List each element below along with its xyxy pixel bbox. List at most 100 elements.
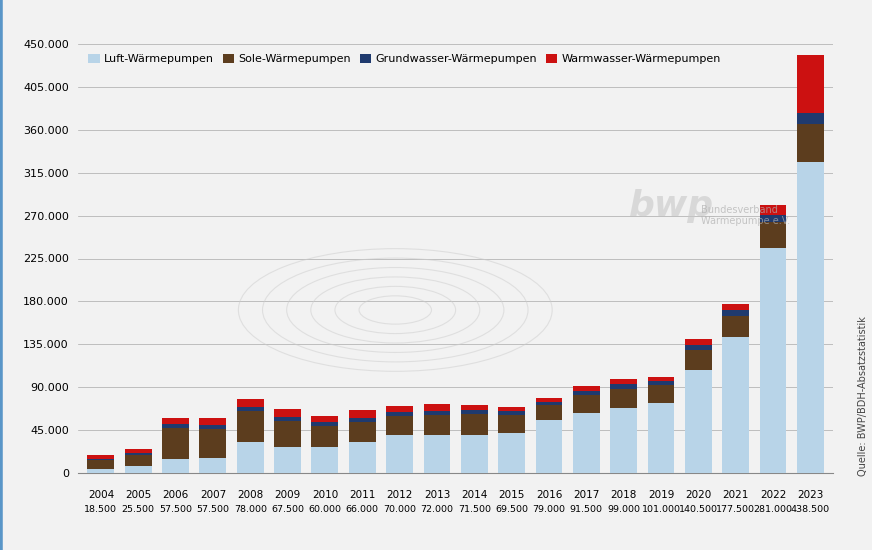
Bar: [535, 402, 562, 405]
Text: 2011: 2011: [349, 490, 376, 499]
Bar: [573, 395, 600, 413]
Text: 72.000: 72.000: [420, 505, 453, 514]
Bar: [200, 425, 227, 429]
Bar: [424, 410, 451, 415]
Bar: [424, 435, 451, 473]
Text: 2018: 2018: [610, 490, 637, 499]
Bar: [685, 370, 712, 473]
Text: 91.500: 91.500: [569, 505, 603, 514]
Bar: [573, 413, 600, 473]
Bar: [274, 447, 301, 473]
Bar: [722, 310, 749, 316]
Bar: [460, 410, 487, 414]
Bar: [386, 412, 413, 416]
Text: 2008: 2008: [237, 490, 263, 499]
Text: 57.500: 57.500: [196, 505, 229, 514]
Bar: [200, 429, 227, 458]
Text: 78.000: 78.000: [234, 505, 267, 514]
Text: Quelle: BWP/BDH-Absatzstatistik: Quelle: BWP/BDH-Absatzstatistik: [858, 316, 868, 476]
Bar: [797, 124, 824, 162]
Bar: [648, 382, 674, 386]
Bar: [349, 421, 376, 442]
Bar: [610, 408, 637, 473]
Bar: [125, 453, 152, 455]
Bar: [760, 222, 787, 248]
Text: 99.000: 99.000: [607, 505, 640, 514]
Text: 2007: 2007: [200, 490, 226, 499]
Bar: [460, 435, 487, 473]
Bar: [311, 416, 338, 422]
Bar: [87, 455, 114, 459]
Bar: [573, 386, 600, 391]
Bar: [760, 214, 787, 222]
Bar: [685, 350, 712, 370]
Bar: [648, 386, 674, 403]
Text: 2009: 2009: [275, 490, 301, 499]
Bar: [797, 55, 824, 113]
Text: 2015: 2015: [499, 490, 525, 499]
Bar: [797, 162, 824, 473]
Bar: [610, 389, 637, 408]
Bar: [87, 459, 114, 460]
Bar: [498, 415, 525, 433]
Text: 2016: 2016: [535, 490, 562, 499]
Text: 2005: 2005: [125, 490, 152, 499]
Bar: [311, 422, 338, 426]
Bar: [200, 458, 227, 473]
Text: 2017: 2017: [573, 490, 599, 499]
Text: 79.000: 79.000: [533, 505, 565, 514]
Bar: [610, 384, 637, 389]
Text: 70.000: 70.000: [383, 505, 416, 514]
Bar: [386, 416, 413, 435]
Text: 60.000: 60.000: [309, 505, 342, 514]
Text: Bundesverband
Wärmepumpe e.V.: Bundesverband Wärmepumpe e.V.: [701, 205, 790, 227]
Bar: [460, 414, 487, 435]
Bar: [237, 411, 263, 442]
Bar: [162, 428, 189, 459]
Text: 2012: 2012: [386, 490, 412, 499]
Bar: [311, 426, 338, 447]
Bar: [573, 391, 600, 395]
Text: 438.500: 438.500: [791, 505, 830, 514]
Bar: [648, 377, 674, 382]
Bar: [87, 469, 114, 473]
Bar: [274, 409, 301, 417]
Bar: [162, 459, 189, 473]
Text: 140.500: 140.500: [678, 505, 718, 514]
Bar: [349, 410, 376, 417]
Text: 2010: 2010: [312, 490, 338, 499]
Bar: [460, 405, 487, 410]
Text: 2022: 2022: [760, 490, 787, 499]
Bar: [760, 205, 787, 214]
Bar: [535, 398, 562, 402]
Bar: [610, 378, 637, 384]
Text: bwp: bwp: [629, 189, 714, 223]
Bar: [237, 399, 263, 407]
Text: 71.500: 71.500: [458, 505, 491, 514]
Bar: [125, 455, 152, 466]
Bar: [648, 403, 674, 473]
Bar: [760, 248, 787, 473]
Bar: [237, 442, 263, 473]
Legend: Luft-Wärmepumpen, Sole-Wärmepumpen, Grundwasser-Wärmepumpen, Warmwasser-Wärmepum: Luft-Wärmepumpen, Sole-Wärmepumpen, Grun…: [84, 50, 726, 69]
Bar: [535, 420, 562, 473]
Bar: [274, 421, 301, 447]
Text: 57.500: 57.500: [159, 505, 192, 514]
Bar: [274, 417, 301, 421]
Text: 2013: 2013: [424, 490, 450, 499]
Text: 18.500: 18.500: [85, 505, 118, 514]
Bar: [200, 418, 227, 425]
Text: 25.500: 25.500: [122, 505, 154, 514]
Bar: [722, 316, 749, 337]
Bar: [535, 405, 562, 420]
Bar: [722, 337, 749, 473]
Text: 101.000: 101.000: [642, 505, 680, 514]
Text: 2014: 2014: [461, 490, 487, 499]
Text: 2019: 2019: [648, 490, 674, 499]
Bar: [722, 304, 749, 310]
Text: 67.500: 67.500: [271, 505, 304, 514]
Text: 177.500: 177.500: [716, 505, 755, 514]
Bar: [498, 411, 525, 415]
Bar: [349, 442, 376, 473]
Text: 2006: 2006: [162, 490, 188, 499]
